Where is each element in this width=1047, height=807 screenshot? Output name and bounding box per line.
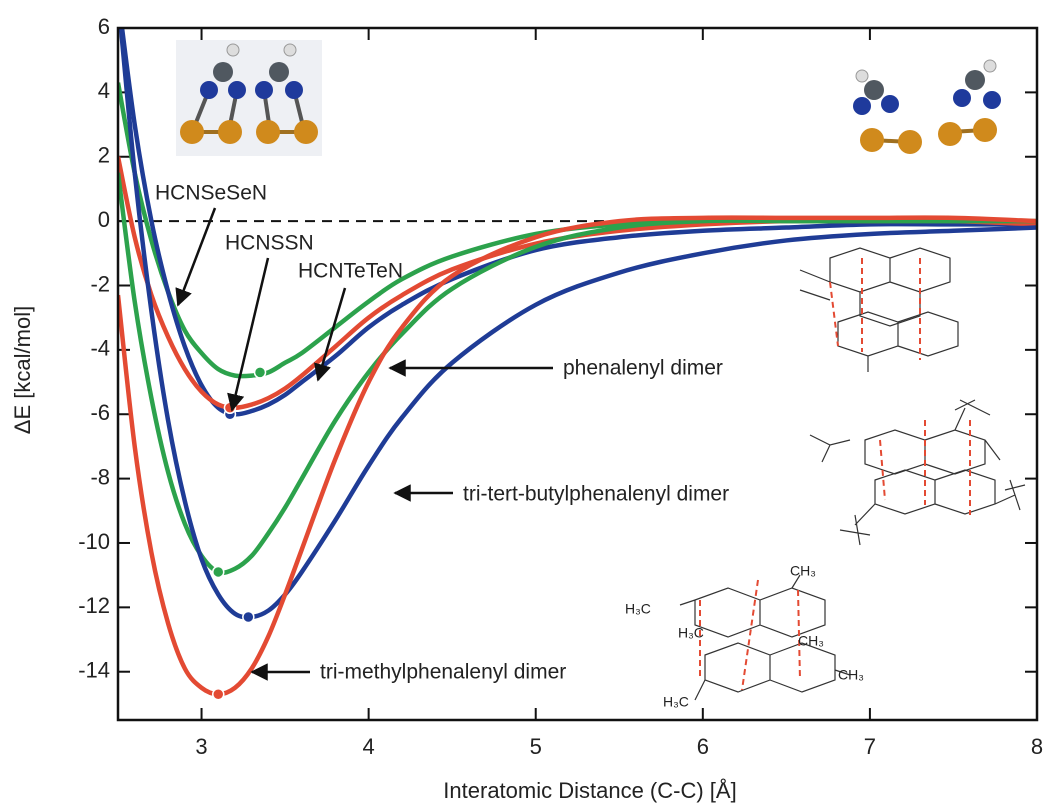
y-tick-label: -8 (90, 464, 110, 489)
y-tick-label: -2 (90, 271, 110, 296)
y-tick-label: -6 (90, 400, 110, 425)
x-tick-label: 4 (363, 734, 375, 759)
structure-label: CH₃ (798, 633, 824, 649)
structure-label: H₃C (678, 625, 704, 641)
y-tick-label: -12 (78, 593, 110, 618)
minimum-marker (243, 612, 254, 623)
x-tick-label: 5 (530, 734, 542, 759)
structure-label: H₃C (625, 601, 651, 617)
minimum-marker (255, 367, 266, 378)
x-tick-label: 3 (195, 734, 207, 759)
annotation-label: HCNSeSeN (155, 182, 267, 205)
minimum-marker (213, 566, 224, 577)
y-tick-label: 6 (98, 14, 110, 39)
annotation-label: tri-tert-butylphenalenyl dimer (463, 483, 729, 506)
annotation-label: phenalenyl dimer (563, 357, 723, 380)
x-tick-label: 8 (1031, 734, 1043, 759)
y-tick-label: -4 (90, 336, 110, 361)
y-tick-label: -10 (78, 529, 110, 554)
structure-label: H₃C (663, 694, 689, 710)
y-tick-label: 0 (98, 207, 110, 232)
y-tick-label: 2 (98, 143, 110, 168)
y-tick-label: -14 (78, 658, 110, 683)
y-axis-title: ΔE [kcal/mol] (10, 306, 35, 434)
x-tick-label: 6 (697, 734, 709, 759)
x-axis-title: Interatomic Distance (C-C) [Å] (443, 778, 736, 803)
structure-label: CH₃ (838, 667, 864, 683)
background (0, 0, 1047, 807)
minimum-marker (213, 689, 224, 700)
annotation-label: HCNSSN (225, 232, 314, 255)
chart: Interatomic Distance (C-C) [Å] ΔE [kcal/… (0, 0, 1047, 807)
structure-label: CH₃ (790, 563, 816, 579)
molecule-image-left (176, 40, 322, 156)
annotation-label: tri-methylphenalenyl dimer (320, 661, 566, 684)
y-tick-label: 4 (98, 78, 110, 103)
annotation-label: HCNTeTeN (298, 260, 403, 283)
x-tick-label: 7 (864, 734, 876, 759)
